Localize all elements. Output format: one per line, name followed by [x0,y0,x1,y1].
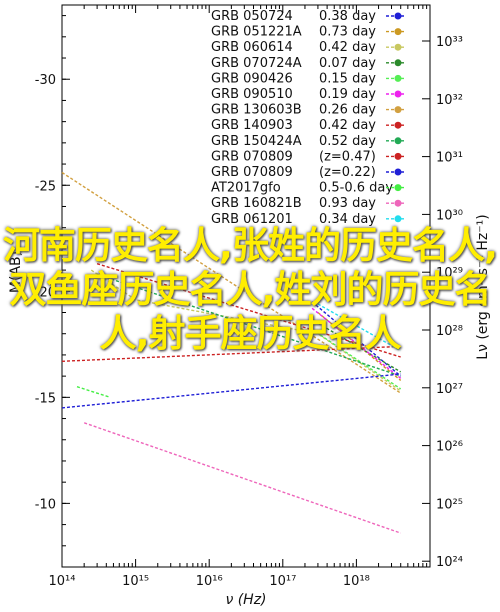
legend-name: GRB 060614 [211,40,293,55]
y-left-tick-label: -20 [35,285,56,300]
legend-marker [394,59,402,67]
legend-name: GRB 070809 [211,165,293,180]
legend-annotation: 0.42 day [319,118,376,133]
legend-annotation: 0.42 day [319,40,376,55]
y-left-tick-label: -30 [35,73,56,88]
legend-name: GRB 090426 [211,71,293,86]
legend-name: GRB 070724A [211,56,302,71]
legend-marker [394,215,402,223]
y-right-tick-label: 10²⁹ [436,266,463,281]
legend-name: GRB 050724 [211,9,293,24]
series-line [96,263,401,358]
legend-marker [394,184,402,192]
series-line [311,328,402,390]
legend-annotation: (z=0.47) [319,149,376,164]
y-right-tick-label: 10²⁴ [436,555,463,570]
series-line [317,303,402,352]
x-tick-label: 10¹⁸ [343,574,370,589]
legend-annotation: 0.19 day [319,87,376,102]
plot-frame [61,4,431,568]
legend: GRB 050724 0.38 day GRB 051221A 0.73 day GRB… [211,9,404,227]
legend-annotation: 0.34 day [319,212,376,227]
series-line [61,373,401,409]
legend-marker [394,74,402,82]
x-axis-label: ν (Hz) [225,592,266,608]
x-tick-label: 10¹⁴ [49,574,76,589]
legend-name: GRB 090510 [211,87,293,102]
legend-marker [394,137,402,145]
legend-marker [394,106,402,114]
y-axis-right-label: Lν (erg cm² s⁻¹ Hz⁻¹) [475,214,491,359]
legend-name: GRB 160821B [211,196,302,211]
legend-marker [394,199,402,207]
legend-marker [394,121,402,129]
legend-marker [394,168,402,176]
y-right-tick-label: 10³² [436,93,463,108]
legend-name: GRB 061201 [211,212,293,227]
y-right-tick-label: 10³⁰ [436,208,463,223]
y-right-tick-label: 10²⁵ [436,497,463,512]
legend-annotation: 0.07 day [319,56,376,71]
y-left-tick-label: -15 [35,391,56,406]
x-tick-label: 10¹⁷ [269,574,296,589]
legend-annotation: 0.38 day [319,9,376,24]
legend-annotation: 0.52 day [319,134,376,149]
series-line [61,171,402,394]
legend-annotation: 0.15 day [319,71,376,86]
y-right-tick-label: 10³¹ [436,151,463,166]
series-line [83,422,401,534]
legend-name: GRB 130603B [211,103,302,118]
legend-annotation: (z=0.22) [319,165,376,180]
x-tick-label: 10¹⁶ [196,574,223,589]
y-left-tick-label: -25 [35,179,56,194]
series-lines [61,171,402,534]
legend-name: GRB 070809 [211,149,293,164]
axis-ticks: 10¹⁴ 10¹⁵ 10¹⁶ 10¹⁷ 10¹⁸ -30 -25 -20 -15 -10 10³³ 1… [35,5,463,589]
legend-marker [394,90,402,98]
series-line [61,345,401,362]
y-left-tick-label: -10 [35,497,56,512]
watermark-overlay: 河南历史名人,张姓的历史名人,双鱼座历史名人,姓刘的历史名人,射手座历史名人 [2,224,498,355]
legend-annotation: 0.26 day [319,103,376,118]
legend-marker [394,28,402,36]
series-line [317,311,402,381]
y-right-tick-label: 10²⁸ [436,324,463,339]
series-line [96,273,401,377]
y-axis-left-label: M(AB) [8,251,24,293]
legend-marker [394,12,402,20]
series-line [311,301,402,377]
series-line [317,322,402,373]
legend-name: GRB 150424A [211,134,302,149]
x-tick-label: 10¹⁵ [122,574,149,589]
legend-annotation: 0.93 day [319,196,376,211]
series-line [90,269,402,392]
legend-annotation: 0.73 day [319,25,376,40]
legend-marker [394,43,402,51]
series-line [76,386,111,398]
y-right-tick-label: 10²⁶ [436,440,463,455]
legend-name: GRB 051221A [211,25,302,40]
legend-annotation: 0.5-0.6 day [319,181,393,196]
y-right-tick-label: 10²⁷ [436,382,463,397]
legend-marker [394,152,402,160]
y-right-tick-label: 10³³ [436,35,463,50]
legend-name: AT2017gfo [211,181,281,196]
legend-name: GRB 140903 [211,118,293,133]
